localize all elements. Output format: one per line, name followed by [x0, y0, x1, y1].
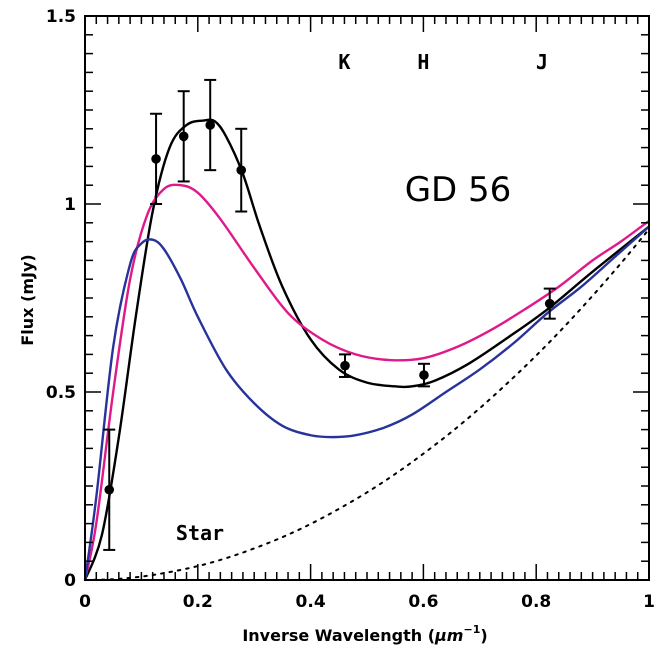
series-line-star	[84, 228, 650, 581]
x-tick-label: 0.8	[521, 592, 551, 612]
y-tick-label: 0	[64, 571, 76, 591]
y-axis-label: Flux (mJy)	[18, 254, 37, 345]
x-tick-label: 0	[79, 592, 91, 612]
plot-frame	[84, 15, 650, 581]
object-label: GD 56	[405, 170, 512, 210]
y-tick-label: 1	[64, 195, 76, 215]
x-axis-label-close: )	[480, 626, 487, 645]
x-axis-label-exponent: −1	[463, 623, 480, 636]
band-label-k: K	[338, 50, 350, 74]
x-tick-label: 0.6	[408, 592, 438, 612]
x-tick-label: 1	[643, 592, 655, 612]
x-axis-label-main: Inverse Wavelength (	[242, 626, 435, 645]
series-line-black-fit	[83, 118, 650, 581]
x-tick-label: 0.4	[296, 592, 326, 612]
x-tick-label: 0.2	[183, 592, 213, 612]
points-layer	[104, 120, 555, 495]
band-label-h: H	[417, 50, 429, 74]
data-point	[205, 120, 216, 130]
ticks-layer	[84, 15, 650, 581]
data-point	[151, 154, 161, 164]
x-axis-label: Inverse Wavelength (μm−1)	[242, 623, 487, 645]
data-point	[544, 298, 555, 309]
data-point	[419, 370, 429, 380]
series-line-blue-model	[83, 225, 650, 581]
band-label-j: J	[536, 50, 548, 74]
y-tick-label: 0.5	[46, 383, 76, 403]
data-point	[340, 360, 350, 371]
errorbars-layer	[103, 78, 556, 551]
data-point	[178, 131, 189, 142]
data-point	[236, 165, 247, 175]
tick-labels-layer: 0 0.2 0.4 0.6 0.8 1 0 0.5 1 1.5	[46, 7, 655, 612]
x-axis-label-unit: μm	[434, 626, 463, 645]
series-line-pink-model	[83, 183, 650, 581]
star-label: Star	[176, 521, 224, 545]
curves-layer	[83, 118, 650, 581]
data-point	[104, 484, 115, 495]
y-tick-label: 1.5	[46, 7, 76, 27]
